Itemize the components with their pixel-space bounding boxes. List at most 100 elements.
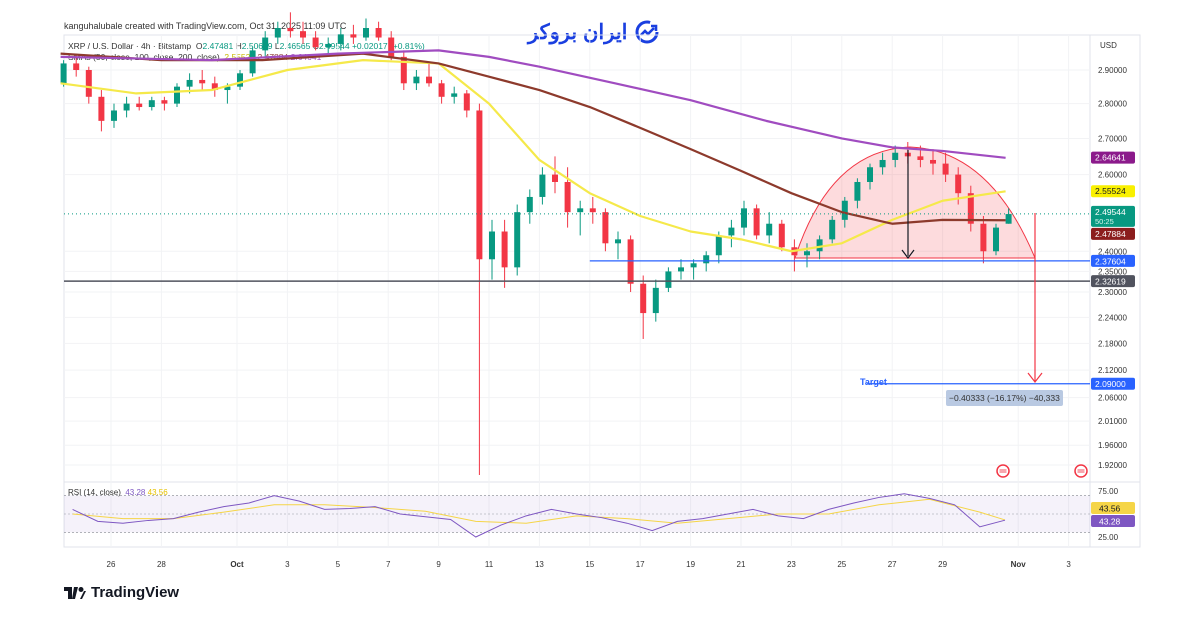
- arrow-head-icon: [901, 249, 915, 259]
- open-value: 2.47481: [202, 41, 234, 51]
- target-price-tag: [1091, 377, 1135, 390]
- candle-body: [350, 34, 357, 38]
- candle-body: [249, 50, 256, 74]
- x-tick-label: 25: [837, 560, 846, 569]
- x-tick-label: 7: [386, 560, 391, 569]
- y-tick-label: 2.24000: [1098, 313, 1127, 322]
- candle-body: [867, 167, 873, 182]
- candle-body: [728, 227, 735, 236]
- sma50-value: 2.55524: [224, 52, 256, 62]
- x-tick-label: Nov: [1011, 560, 1027, 569]
- y-tick-label: 2.18000: [1098, 339, 1127, 348]
- candle-body: [741, 208, 747, 228]
- x-tick-label: 27: [888, 560, 897, 569]
- candle-body: [262, 37, 269, 51]
- rsi-ma-value: 43.56: [147, 488, 168, 497]
- candle-body: [942, 163, 949, 175]
- rsi-value-tag-label: 43.56: [1099, 504, 1121, 514]
- candle-body: [514, 212, 521, 268]
- candle-body: [211, 83, 218, 91]
- candle-body: [766, 223, 773, 236]
- candle-body: [640, 283, 647, 314]
- tradingview-logo: TradingView: [64, 584, 179, 601]
- rsi-title: RSI (14, close): [68, 488, 121, 497]
- watermark-logo: ایران بروکر: [528, 19, 660, 45]
- high-label: H: [235, 41, 242, 51]
- candle-body: [665, 271, 672, 288]
- currency-label[interactable]: USD: [1100, 41, 1117, 50]
- candle-body: [98, 96, 105, 121]
- tradingview-wordmark: TradingView: [91, 584, 180, 601]
- y-tick-label: 1.92000: [1098, 461, 1127, 470]
- rsi-value: 43.28: [125, 488, 146, 497]
- flag-stripes: [999, 469, 1007, 473]
- candle-body: [967, 193, 974, 224]
- rsi-ma-line: [72, 498, 1006, 524]
- candle-body: [148, 100, 155, 108]
- support-price-tag: [1091, 275, 1135, 288]
- candle-body: [678, 267, 684, 272]
- rsi-value-tag-label: 43.28: [1099, 517, 1121, 527]
- candle-body: [892, 152, 899, 160]
- y-tick-label: 2.06000: [1098, 394, 1127, 403]
- high-value: 2.50659: [241, 41, 273, 51]
- candle-body: [955, 174, 962, 194]
- x-tick-label: 28: [157, 560, 166, 569]
- x-tick-label: 13: [535, 560, 544, 569]
- candle-body: [426, 76, 432, 84]
- x-tick-label: 26: [107, 560, 116, 569]
- candle-body: [501, 231, 508, 268]
- candle-body: [829, 219, 836, 240]
- support-price-label: 2.32619: [1095, 277, 1126, 287]
- candle-body: [111, 110, 117, 121]
- candle-body: [136, 103, 143, 108]
- candle-body: [363, 27, 369, 38]
- low-value: 2.46565: [279, 41, 311, 51]
- y-tick-label: 2.90000: [1098, 66, 1127, 75]
- y-tick-label: 2.30000: [1098, 288, 1127, 297]
- x-tick-label: 19: [686, 560, 695, 569]
- y-tick-label: 2.01000: [1098, 417, 1127, 426]
- target-label: Target: [860, 377, 887, 387]
- candle-body: [388, 37, 395, 57]
- candle-body: [312, 37, 319, 48]
- price-tag-label: 2.64641: [1095, 153, 1126, 163]
- candle-body: [715, 235, 722, 256]
- candle-body: [577, 208, 584, 213]
- candle-body: [325, 43, 332, 48]
- candle-body: [60, 63, 67, 84]
- x-tick-label: 3: [285, 560, 290, 569]
- x-tick-label: 3: [1066, 560, 1071, 569]
- rsi-tick-label: 75.00: [1098, 487, 1119, 496]
- candle-body: [489, 231, 495, 260]
- x-tick-label: 17: [636, 560, 645, 569]
- x-tick-label: Oct: [230, 560, 244, 569]
- candle-body: [703, 255, 710, 264]
- candle-body: [1005, 214, 1012, 224]
- chart-credit: kanguhalubale created with TradingView.c…: [64, 21, 347, 31]
- candle-body: [993, 227, 999, 252]
- candle-body: [980, 223, 987, 252]
- candle-body: [526, 196, 533, 213]
- y-tick-label: 2.60000: [1098, 171, 1127, 180]
- candle-body: [274, 27, 281, 38]
- rsi-value-tag: [1091, 515, 1135, 527]
- candle-body: [287, 27, 294, 32]
- rounding-top-pattern: [794, 146, 1036, 259]
- y-tick-label: 2.80000: [1098, 100, 1127, 109]
- candle-body: [841, 200, 848, 220]
- sma200-line: [60, 49, 1006, 159]
- candle-body: [161, 100, 168, 104]
- candle-body: [300, 31, 306, 38]
- y-tick-label: 2.35000: [1098, 267, 1127, 276]
- y-tick-label: 1.96000: [1098, 441, 1127, 450]
- candle-body: [73, 63, 80, 70]
- candle-body: [652, 287, 659, 314]
- candle-body: [690, 263, 697, 268]
- candle-body: [917, 156, 924, 160]
- x-tick-label: 15: [585, 560, 594, 569]
- candle-body: [463, 93, 470, 111]
- candle-body: [186, 79, 193, 87]
- rsi-legend[interactable]: RSI (14, close) 43.28 43.56: [68, 488, 168, 497]
